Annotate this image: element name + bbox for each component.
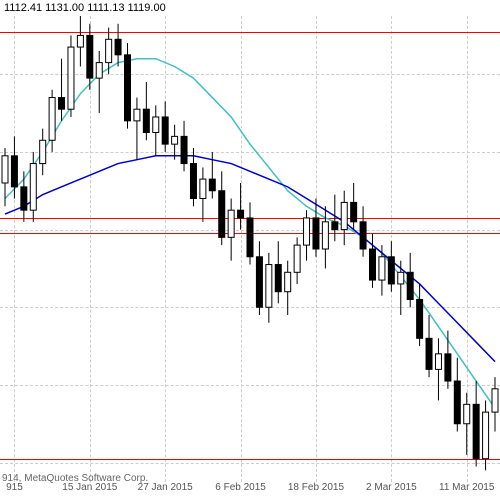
candle-body xyxy=(247,218,253,257)
candle-body xyxy=(153,117,159,133)
candle-body xyxy=(266,265,272,308)
candle-body xyxy=(172,136,178,144)
candle-body xyxy=(304,218,310,245)
candle-body xyxy=(219,191,225,238)
x-axis-label: 2 Mar 2015 xyxy=(366,482,417,493)
candle-body xyxy=(370,249,376,280)
candle-body xyxy=(464,404,470,423)
candle-body xyxy=(332,222,338,230)
candle-body xyxy=(473,404,479,458)
candle-body xyxy=(351,202,357,221)
candle-body xyxy=(143,109,149,132)
candle-body xyxy=(125,55,131,121)
candle-body xyxy=(40,140,46,163)
candle-body xyxy=(181,136,187,163)
candle-body xyxy=(492,389,498,412)
candle-body xyxy=(379,257,385,280)
candle-body xyxy=(322,222,328,249)
candle-body xyxy=(106,39,112,62)
candle-body xyxy=(360,222,366,249)
candle-body xyxy=(435,354,441,370)
candle-body xyxy=(426,338,432,369)
candle-body xyxy=(398,272,404,284)
candle-body xyxy=(341,202,347,229)
candle-body xyxy=(445,354,451,381)
candle-body xyxy=(483,412,489,459)
candle-body xyxy=(49,98,55,141)
candle-body xyxy=(30,164,36,211)
x-axis-label: 18 Feb 2015 xyxy=(288,482,344,493)
candlestick-chart[interactable]: 1112.41 1131.00 1111.13 1119.00 914, Met… xyxy=(0,0,500,500)
candle-body xyxy=(87,35,93,78)
candle-body xyxy=(68,47,74,109)
candle-body xyxy=(115,39,121,55)
candle-body xyxy=(11,156,17,187)
ohlc-header: 1112.41 1131.00 1111.13 1119.00 xyxy=(0,0,170,16)
candle-body xyxy=(388,257,394,284)
candle-body xyxy=(294,245,300,272)
candle-body xyxy=(285,272,291,291)
x-axis-label: 6 Feb 2015 xyxy=(215,482,266,493)
candle-body xyxy=(77,35,83,47)
candle-body xyxy=(313,218,319,249)
candle-body xyxy=(275,265,281,292)
candle-body xyxy=(417,299,423,338)
candle-body xyxy=(21,187,27,210)
candle-body xyxy=(162,117,168,144)
candle-body xyxy=(228,210,234,237)
candle-body xyxy=(134,109,140,121)
candle-body xyxy=(200,179,206,198)
candle-body xyxy=(209,179,215,191)
candle-body xyxy=(59,98,65,110)
candle-body xyxy=(190,164,196,199)
candle-body xyxy=(454,381,460,424)
candle-body xyxy=(256,257,262,307)
candle-body xyxy=(238,210,244,218)
copyright-footer: 914, MetaQuotes Software Corp. xyxy=(2,473,148,484)
x-axis-label: 11 Mar 2015 xyxy=(439,482,494,493)
candle-body xyxy=(407,272,413,299)
chart-svg xyxy=(0,16,500,482)
plot-area[interactable] xyxy=(0,16,500,482)
x-axis: 91515 Jan 201527 Jan 20156 Feb 201518 Fe… xyxy=(0,482,500,500)
candle-body xyxy=(2,156,8,183)
candle-body xyxy=(96,63,102,79)
